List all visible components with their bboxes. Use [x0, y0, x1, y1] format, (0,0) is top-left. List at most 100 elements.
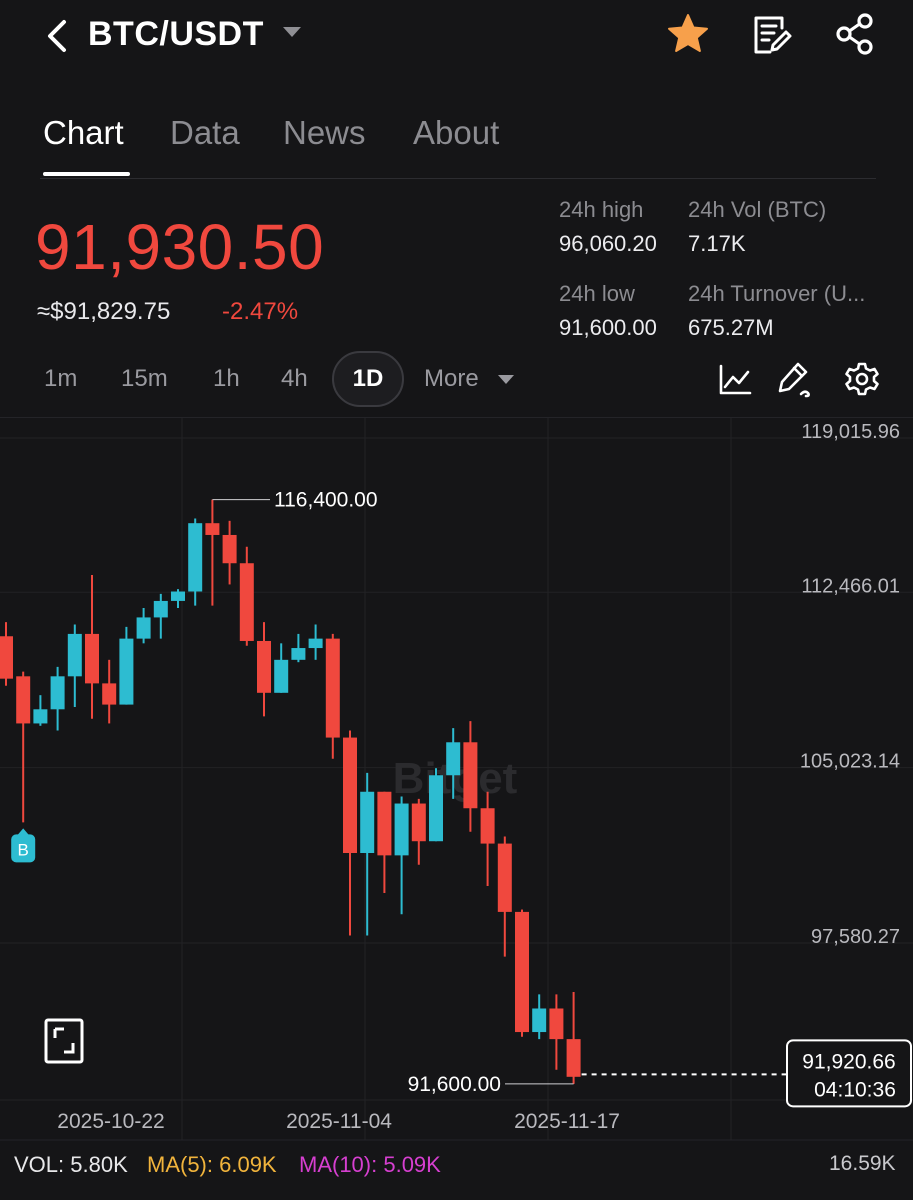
interval-1m[interactable]: 1m	[44, 365, 78, 392]
drawing-pen-icon[interactable]	[776, 360, 812, 398]
candle	[446, 728, 461, 799]
interval-1d[interactable]: 1D	[332, 351, 404, 407]
approx-usd-price: ≈$91,829.75	[37, 298, 171, 325]
volume-ma10: MA(10): 5.09K	[299, 1152, 441, 1177]
candle	[67, 624, 82, 707]
candle-body	[222, 534, 237, 564]
candle	[480, 791, 495, 886]
y-axis-labels: 119,015.96 112,466.01 105,023.14 97,580.27	[800, 421, 900, 948]
candle	[171, 589, 185, 608]
notes-icon[interactable]	[750, 12, 794, 56]
interval-1h[interactable]: 1h	[213, 365, 240, 392]
share-icon[interactable]	[833, 12, 877, 56]
interval-4h[interactable]: 4h	[281, 365, 308, 392]
tab-chart[interactable]: Chart	[43, 114, 124, 151]
candle-body	[446, 742, 461, 776]
candle-body	[291, 648, 306, 660]
turnover-label: 24h Turnover (U...	[688, 281, 866, 306]
candle-body	[102, 683, 117, 705]
candlestick-chart[interactable]: Bitget 116,400.0091,600.0091,920.6604:10…	[0, 418, 913, 1200]
candle-body	[188, 523, 203, 592]
settings-gear-icon[interactable]	[844, 361, 880, 397]
candle	[343, 730, 357, 936]
candle-body	[205, 523, 220, 535]
candle	[411, 798, 426, 865]
candle-body	[360, 791, 375, 854]
dropdown-caret-icon[interactable]	[283, 27, 301, 37]
x-axis-labels: 2025-10-22 2025-11-04 2025-11-17	[57, 1110, 620, 1133]
buy-marker-label: B	[18, 840, 29, 859]
candle-body	[85, 633, 99, 684]
x-axis-tick-label: 2025-11-17	[514, 1110, 620, 1133]
candle	[50, 666, 65, 731]
fullscreen-icon[interactable]	[44, 1018, 84, 1064]
candle-body	[480, 808, 495, 844]
candle	[85, 575, 99, 719]
current-price-value: 91,920.66	[802, 1050, 895, 1073]
favorite-star-icon[interactable]	[666, 12, 710, 56]
candle	[532, 994, 547, 1040]
y-axis-tick-label: 112,466.01	[801, 575, 900, 597]
candle	[325, 633, 340, 759]
candle-body	[429, 775, 443, 842]
candle-body	[16, 676, 31, 724]
candle-body	[171, 591, 185, 601]
tab-news[interactable]: News	[283, 114, 366, 151]
tab-data[interactable]: Data	[170, 114, 240, 151]
candle-body	[411, 803, 426, 842]
candle	[153, 593, 168, 639]
candle	[16, 671, 31, 823]
candle	[549, 994, 564, 1070]
chevron-down-icon[interactable]	[498, 375, 514, 384]
candle-body	[257, 640, 271, 693]
candle-body	[308, 638, 323, 649]
trading-pair-title[interactable]: BTC/USDT	[88, 15, 264, 53]
high-value: 96,060.20	[559, 231, 657, 256]
low-label: 24h low	[559, 281, 635, 306]
candle-body	[549, 1008, 564, 1040]
high-marker-label: 116,400.00	[274, 489, 378, 512]
low-marker-label: 91,600.00	[408, 1073, 501, 1096]
candle-body	[566, 1039, 581, 1077]
candle	[429, 768, 443, 842]
tab-about[interactable]: About	[413, 114, 500, 151]
back-icon[interactable]	[40, 14, 76, 58]
candle	[394, 796, 409, 915]
candle-body	[274, 659, 289, 693]
volume-value: 7.17K	[688, 231, 746, 256]
candle-body	[239, 563, 254, 641]
candle-body	[119, 638, 134, 705]
candle	[274, 643, 289, 693]
interval-more[interactable]: More	[424, 365, 479, 392]
candle-body	[532, 1008, 547, 1033]
x-axis-tick-label: 2025-10-22	[57, 1110, 164, 1133]
candle	[102, 659, 117, 724]
candle-body	[377, 791, 392, 856]
candle	[497, 836, 512, 957]
y-axis-tick-label: 119,015.96	[801, 421, 900, 443]
candle	[239, 546, 254, 646]
candle-body	[67, 633, 82, 677]
price-change-percent: -2.47%	[222, 298, 299, 325]
volume-axis-max: 16.59K	[829, 1152, 896, 1175]
candle-body	[497, 843, 512, 912]
indicator-line-icon[interactable]	[717, 362, 753, 398]
candle-body	[463, 742, 478, 809]
active-tab-indicator	[43, 172, 130, 176]
candle-body	[136, 617, 151, 639]
candle-body	[515, 911, 529, 1033]
candle	[308, 624, 323, 660]
interval-15m[interactable]: 15m	[121, 365, 168, 392]
candle	[291, 633, 306, 663]
candle	[377, 791, 392, 894]
candle	[566, 992, 581, 1084]
y-axis-tick-label: 97,580.27	[811, 926, 900, 948]
x-axis-tick-label: 2025-11-04	[286, 1110, 392, 1133]
candle-countdown: 04:10:36	[814, 1078, 896, 1101]
candle-body	[0, 636, 13, 679]
candle	[360, 772, 375, 936]
low-value: 91,600.00	[559, 315, 657, 340]
candle-body	[153, 600, 168, 618]
candle	[515, 909, 529, 1037]
tabs-divider	[40, 178, 876, 179]
